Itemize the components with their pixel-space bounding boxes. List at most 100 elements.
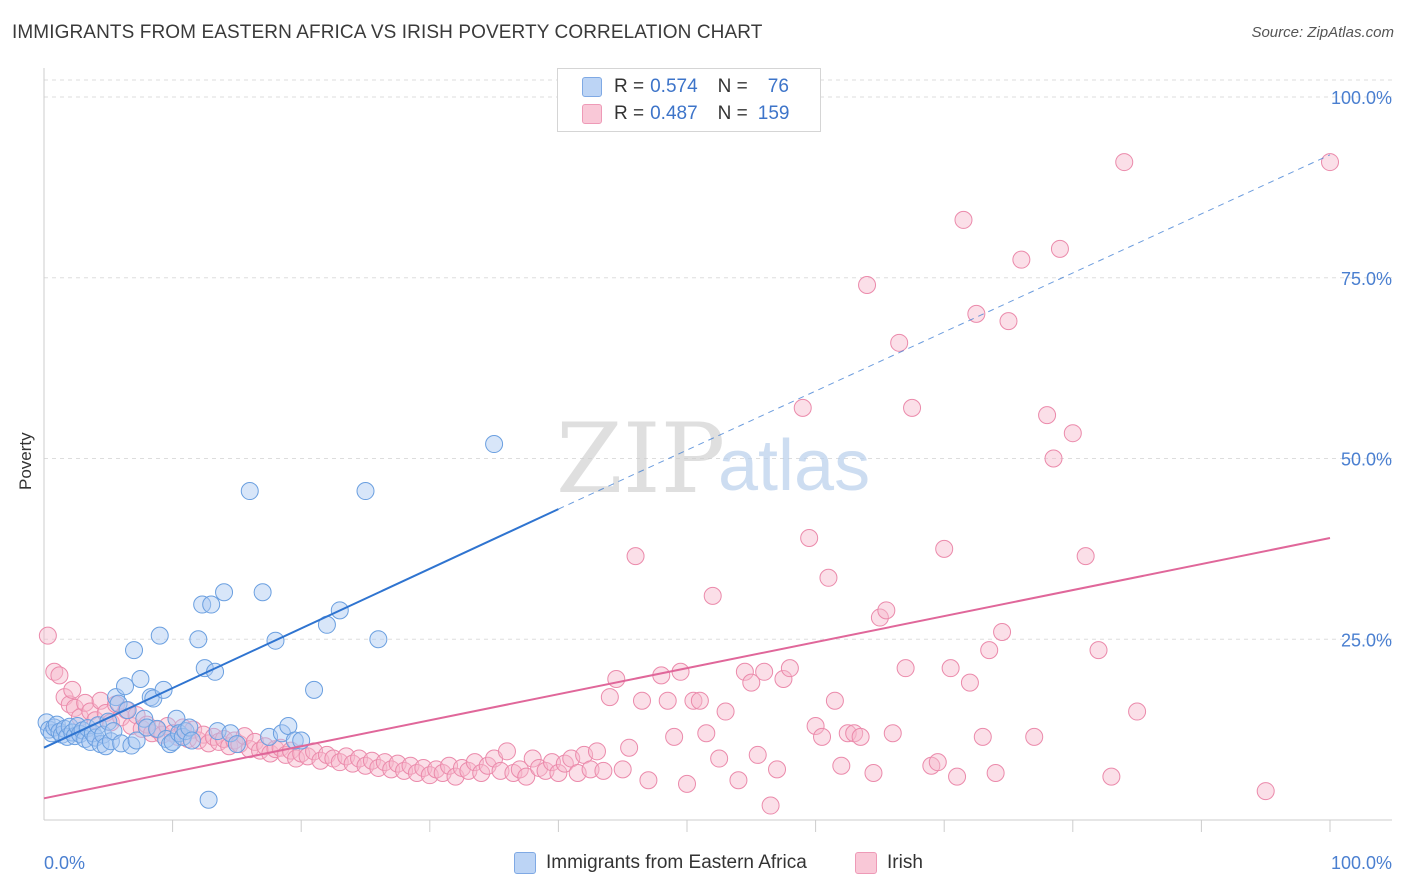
irish-point — [761, 796, 780, 815]
irish-point — [626, 547, 645, 566]
irish-point — [50, 666, 69, 685]
irish-point — [600, 688, 619, 707]
irish-point — [710, 749, 729, 768]
irish-point — [954, 210, 973, 229]
irish-point — [1115, 153, 1134, 172]
irish-point — [189, 731, 208, 750]
eastern-africa-point — [116, 677, 135, 696]
irish-point — [780, 659, 799, 678]
legend-row-irish: R = 0.487 N = 159 — [582, 102, 789, 126]
irish-point — [806, 717, 825, 736]
legend-n-label: N = — [717, 103, 748, 124]
legend-row-eastern-africa: R = 0.574 N = 76 — [582, 75, 789, 99]
irish-point — [472, 764, 491, 783]
eastern-africa-point — [199, 790, 218, 809]
irish-point — [928, 753, 947, 772]
irish-point — [60, 695, 79, 714]
irish-point — [768, 760, 787, 779]
eastern-africa-point — [193, 595, 212, 614]
irish-point — [362, 751, 381, 770]
irish-point — [890, 333, 909, 352]
irish-point — [1256, 782, 1275, 801]
irish-point — [658, 691, 677, 710]
watermark-atlas: atlas — [718, 426, 870, 506]
irish-point — [523, 749, 542, 768]
irish-point — [1012, 250, 1031, 269]
tick-labels: 25.0% 50.0% 75.0% 100.0% 0.0% 100.0% — [44, 88, 1392, 873]
eastern-africa-point — [202, 595, 221, 614]
eastern-africa-point — [215, 583, 234, 602]
irish-point — [632, 691, 651, 710]
irish-point — [594, 761, 613, 780]
legend-swatch-blue — [514, 852, 536, 874]
irish-point — [497, 742, 516, 761]
series-legend: Immigrants from Eastern Africa Irish — [0, 852, 1406, 878]
irish-point — [813, 727, 832, 746]
irish-point — [832, 756, 851, 775]
irish-point — [729, 771, 748, 790]
irish-point — [973, 727, 992, 746]
irish-point — [735, 662, 754, 681]
eastern-africa-point — [356, 482, 375, 501]
irish-point — [1076, 547, 1095, 566]
irish-point — [639, 771, 658, 790]
eastern-africa-point — [127, 731, 146, 750]
chart-title: IMMIGRANTS FROM EASTERN AFRICA VS IRISH … — [12, 22, 763, 43]
eastern-africa-point — [305, 680, 324, 699]
legend-label-eastern-africa: Immigrants from Eastern Africa — [546, 852, 807, 873]
irish-point — [63, 680, 82, 699]
eastern-africa-point — [125, 641, 144, 660]
irish-point — [742, 673, 761, 692]
irish-point — [549, 764, 568, 783]
irish-point — [935, 539, 954, 558]
eastern-africa-point — [369, 630, 388, 649]
irish-point — [883, 724, 902, 743]
irish-point — [287, 749, 306, 768]
irish-point — [375, 753, 394, 772]
grid-lines — [44, 79, 1392, 640]
irish-point — [697, 724, 716, 743]
irish-point — [517, 767, 536, 786]
eastern-africa-point — [150, 626, 169, 645]
legend-label-irish: Irish — [887, 852, 923, 873]
irish-point — [858, 275, 877, 294]
x-tick-label-min: 0.0% — [44, 853, 85, 873]
eastern-africa-point — [148, 719, 167, 738]
y-tick-label: 50.0% — [1341, 450, 1392, 470]
irish-point — [1089, 641, 1108, 660]
legend-n-value: 76 — [767, 76, 789, 97]
irish-trend-line — [43, 537, 1331, 800]
irish-point — [38, 626, 57, 645]
legend-item-eastern-africa[interactable]: Immigrants from Eastern Africa — [514, 852, 807, 874]
irish-point — [245, 732, 264, 751]
irish-point — [587, 742, 606, 761]
axes — [43, 68, 1392, 832]
irish-point — [671, 662, 690, 681]
eastern-africa-point — [485, 435, 504, 454]
irish-point — [903, 398, 922, 417]
irish-point — [607, 670, 626, 689]
legend-r-label: R = — [614, 103, 645, 124]
irish-point — [819, 568, 838, 587]
legend-r-label: R = — [614, 76, 645, 97]
legend-n-value: 159 — [757, 103, 790, 124]
irish-point — [1025, 727, 1044, 746]
irish-point — [870, 608, 889, 627]
irish-point — [748, 745, 767, 764]
legend-item-irish[interactable]: Irish — [855, 852, 923, 874]
irish-point — [825, 691, 844, 710]
irish-point — [999, 312, 1018, 331]
irish-point — [896, 659, 915, 678]
irish-point — [703, 586, 722, 605]
trend-lines — [43, 154, 1331, 800]
irish-point — [960, 673, 979, 692]
eastern-africa-point — [253, 583, 272, 602]
irish-point — [993, 623, 1012, 642]
irish-point — [755, 662, 774, 681]
irish-point — [986, 764, 1005, 783]
eastern-africa-point — [167, 709, 186, 728]
eastern-africa-point — [182, 731, 201, 750]
irish-point — [716, 702, 735, 721]
legend-swatch-pink — [582, 104, 602, 124]
